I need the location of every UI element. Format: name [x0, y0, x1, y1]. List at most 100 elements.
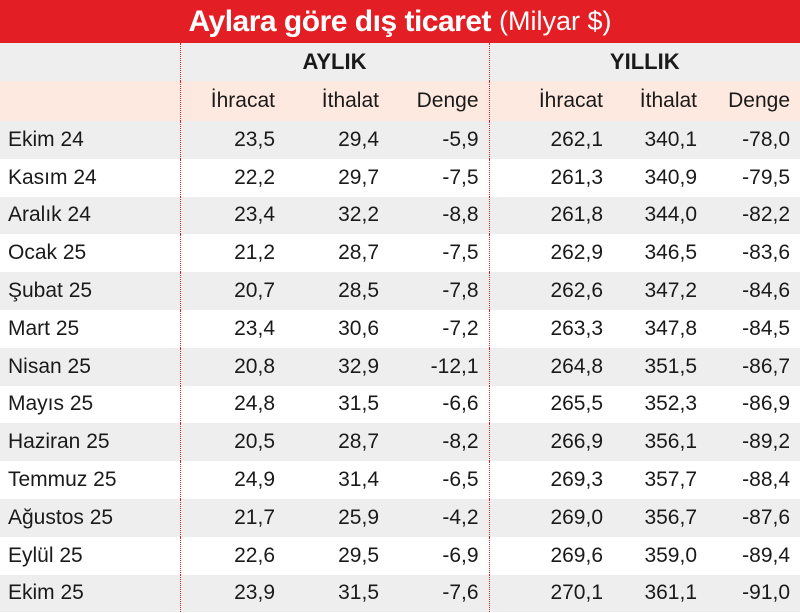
table-cell: 20,5: [179, 423, 285, 462]
table-cell: -89,2: [742, 430, 791, 454]
row-label: Temmuz 25: [8, 468, 117, 492]
row-label: Ağustos 25: [8, 505, 114, 529]
table-cell: 31,5: [338, 392, 379, 416]
group-header-monthly: AYLIK: [179, 43, 490, 81]
table-cell: -84,6: [742, 279, 791, 303]
table-cell: 261,8: [488, 196, 614, 235]
column-header: İhracat: [488, 81, 614, 121]
table-cell: 270,1: [488, 574, 614, 613]
table-cell: 340,9: [644, 165, 698, 189]
table-cell: -88,4: [742, 468, 791, 492]
table-row: Ekim 25 23,9 31,5 -7,6 270,1 361,1 -91,0: [0, 574, 800, 613]
table-cell: 21,2: [179, 234, 285, 273]
table-cell: -8,8: [442, 203, 479, 227]
table-cell: 32,2: [338, 203, 379, 227]
table-cell: -4,2: [442, 505, 479, 529]
table-row: Mayıs 25 24,8 31,5 -6,6 265,5 352,3 -86,9: [0, 385, 800, 424]
row-label: Haziran 25: [8, 430, 110, 454]
table-cell: 344,0: [644, 203, 698, 227]
chart-title: Aylara göre dış ticaret: [188, 4, 492, 38]
row-label: Nisan 25: [8, 354, 91, 378]
table-cell: -86,7: [742, 354, 791, 378]
row-label: Ocak 25: [8, 241, 87, 265]
table-cell: 23,9: [179, 574, 285, 613]
table-cell: 269,3: [488, 461, 614, 499]
table-cell: -7,2: [442, 316, 479, 340]
table-cell: -7,6: [442, 581, 479, 605]
table-cell: 31,5: [338, 581, 379, 605]
table-cell: 269,0: [488, 498, 614, 537]
table-cell: -86,9: [742, 392, 791, 416]
table-cell: 23,4: [179, 196, 285, 235]
table-cell: 346,5: [644, 241, 698, 265]
row-label: Ekim 24: [8, 127, 84, 151]
column-header: İthalat: [639, 89, 698, 112]
table-cell: 263,3: [488, 309, 614, 348]
table-cell: 28,7: [338, 241, 379, 265]
table-row: Eylül 25 22,6 29,5 -6,9 269,6 359,0 -89,4: [0, 536, 800, 575]
table-cell: 20,8: [179, 347, 285, 386]
table-cell: 356,7: [644, 505, 698, 529]
table-row: Nisan 25 20,8 32,9 -12,1 264,8 351,5 -86,7: [0, 347, 800, 386]
table-cell: 24,8: [179, 385, 285, 424]
row-label: Kasım 24: [8, 165, 97, 189]
table-body: Ekim 24 23,5 29,4 -5,9 262,1 340,1 -78,0 Kasım …: [0, 121, 800, 613]
table-cell: 23,4: [179, 309, 285, 348]
table-cell: -87,6: [742, 505, 791, 529]
column-header: Denge: [728, 89, 791, 112]
table-cell: 28,7: [338, 430, 379, 454]
table-cell: 357,7: [644, 468, 698, 492]
table-cell: -5,9: [442, 127, 479, 151]
table-cell: -78,0: [742, 127, 791, 151]
row-label: Eylül 25: [8, 543, 83, 567]
table-row: Temmuz 25 24,9 31,4 -6,5 269,3 357,7 -88,4: [0, 461, 800, 499]
table-cell: 351,5: [644, 354, 698, 378]
table-cell: 264,8: [488, 347, 614, 386]
table-cell: 269,6: [488, 536, 614, 575]
table-cell: -7,5: [442, 165, 479, 189]
table-row: Ağustos 25 21,7 25,9 -4,2 269,0 356,7 -87,6: [0, 498, 800, 537]
table-cell: 31,4: [338, 468, 379, 492]
table-row: Kasım 24 22,2 29,7 -7,5 261,3 340,9 -79,5: [0, 158, 800, 197]
table-cell: 21,7: [179, 498, 285, 537]
table-cell: -7,5: [442, 241, 479, 265]
table-cell: -6,9: [442, 543, 479, 567]
table-cell: 24,9: [179, 461, 285, 499]
table-cell: 347,8: [644, 316, 698, 340]
table-row: Haziran 25 20,5 28,7 -8,2 266,9 356,1 -89,2: [0, 423, 800, 462]
column-header: İhracat: [179, 81, 285, 121]
table-row: Ekim 24 23,5 29,4 -5,9 262,1 340,1 -78,0: [0, 121, 800, 159]
group-header-row: AYLIK YILLIK: [0, 43, 800, 81]
table-cell: -84,5: [742, 316, 791, 340]
table-row: Ocak 25 21,2 28,7 -7,5 262,9 346,5 -83,6: [0, 234, 800, 273]
table-cell: 28,5: [338, 279, 379, 303]
table-cell: 265,5: [488, 385, 614, 424]
table-cell: 266,9: [488, 423, 614, 462]
table-cell: 262,1: [488, 121, 614, 159]
trade-table: AYLIK YILLIK İhracat İthalat Denge İhrac…: [0, 43, 800, 613]
table-cell: 22,6: [179, 536, 285, 575]
table-row: Şubat 25 20,7 28,5 -7,8 262,6 347,2 -84,6: [0, 272, 800, 310]
table-cell: -83,6: [742, 241, 791, 265]
table-cell: 352,3: [644, 392, 698, 416]
column-header-row: İhracat İthalat Denge İhracat İthalat De…: [0, 81, 800, 121]
group-header-yearly: YILLIK: [488, 43, 800, 81]
table-cell: 23,5: [179, 121, 285, 159]
table-cell: 359,0: [644, 543, 698, 567]
table-cell: 29,4: [338, 127, 379, 151]
title-bar: Aylara göre dış ticaret (Milyar $): [0, 0, 800, 43]
table-cell: 29,7: [338, 165, 379, 189]
row-label: Mart 25: [8, 316, 80, 340]
table-cell: 340,1: [644, 127, 698, 151]
table-cell: 29,5: [338, 543, 379, 567]
table-cell: 262,9: [488, 234, 614, 273]
table-cell: -89,4: [742, 543, 791, 567]
table-cell: -6,6: [442, 392, 479, 416]
row-label: Mayıs 25: [8, 392, 94, 416]
table-cell: 30,6: [338, 316, 379, 340]
table-cell: 22,2: [179, 158, 285, 197]
table-cell: -12,1: [430, 354, 479, 378]
table-cell: 20,7: [179, 272, 285, 310]
table-cell: -91,0: [742, 581, 791, 605]
